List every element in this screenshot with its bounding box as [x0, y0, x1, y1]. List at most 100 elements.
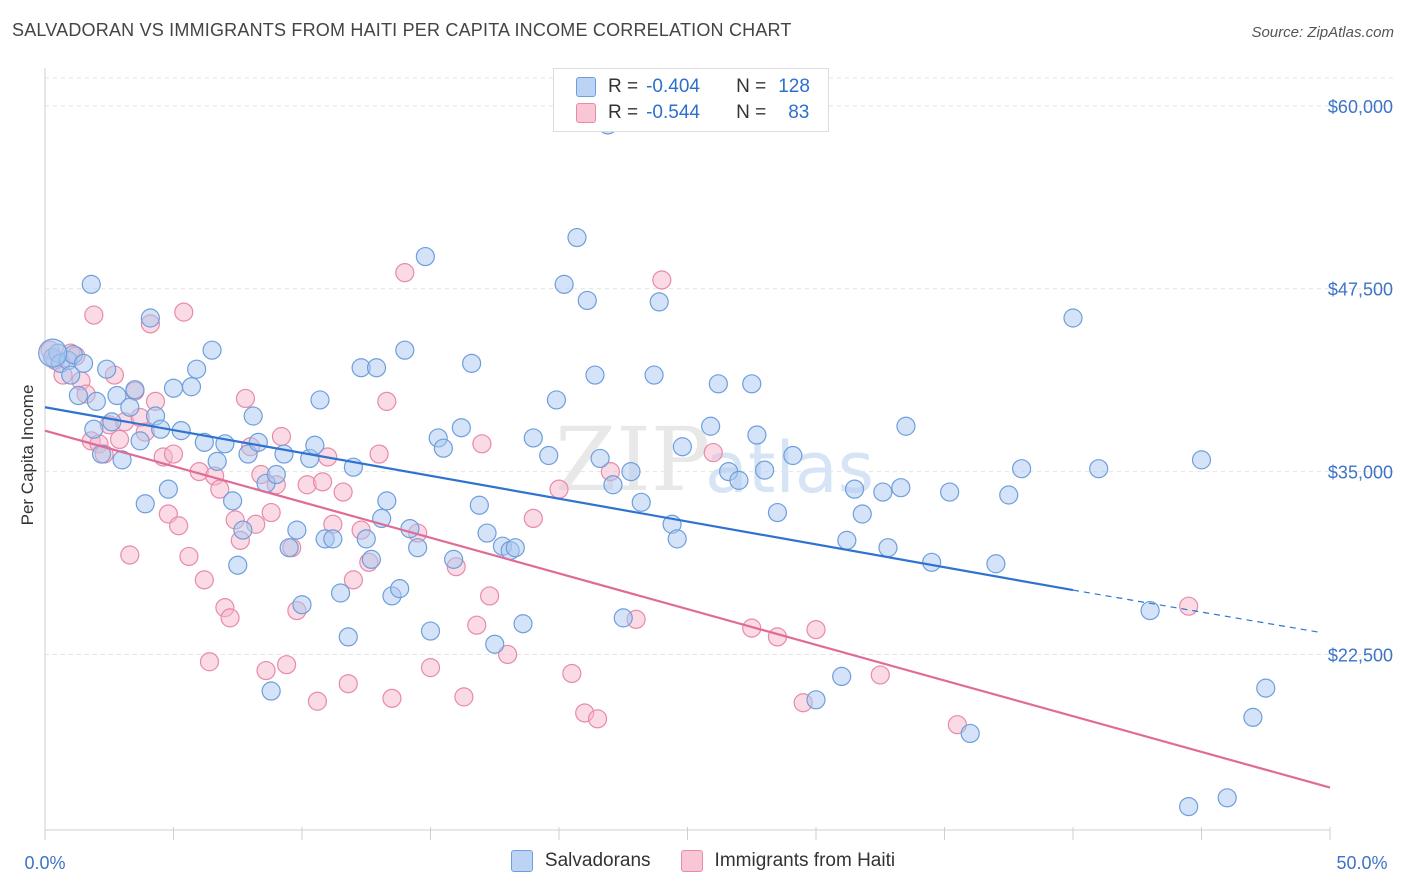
salvadoran-point [539, 445, 559, 466]
haiti-point [523, 508, 543, 529]
haiti-point [276, 655, 297, 675]
salvadoran-point [485, 634, 505, 654]
series-salvadorans-points [38, 115, 1276, 817]
legend-n-value: 128 [778, 76, 810, 97]
salvadoran-point [279, 538, 299, 558]
salvadoran-point [102, 412, 122, 432]
salvadoran-point [130, 431, 150, 451]
salvadoran-point [806, 690, 826, 710]
salvadoran-point [323, 529, 343, 549]
salvadoran-point [742, 374, 762, 394]
salvadoran-point [194, 432, 214, 452]
haiti-point [194, 570, 214, 590]
haiti-point [109, 429, 130, 450]
haiti-point [395, 263, 415, 283]
salvadoran-point [603, 475, 623, 495]
salvadoran-point [433, 438, 453, 458]
salvadoran-point [287, 520, 307, 540]
haiti-point [467, 615, 487, 635]
axis-labels: $22,500 $35,000 $47,500 $60,000 0.0% 50.0% Per… [18, 97, 1393, 873]
salvadoran-point [125, 380, 145, 400]
salvadoran-point [305, 435, 325, 455]
haiti-point [120, 545, 140, 565]
salvadoran-point [1089, 459, 1109, 479]
haiti-point [562, 663, 582, 684]
salvadoran-point [395, 340, 415, 360]
salvadoran-point [1011, 459, 1032, 479]
haiti-point [472, 434, 492, 454]
haiti-point [163, 444, 184, 464]
haiti-point [382, 688, 402, 708]
salvadoran-point [667, 529, 687, 549]
salvadoran-point [310, 390, 330, 410]
legend-r-label: R = [608, 76, 639, 97]
salvadoran-point [1243, 707, 1263, 727]
haiti-point [220, 608, 240, 628]
salvadoran-point [878, 538, 898, 558]
salvadoran-point [38, 338, 68, 368]
salvadoran-point [832, 666, 852, 687]
salvadoran-point [400, 519, 420, 539]
salvadoran-point [469, 495, 489, 515]
salvadoran-point [577, 290, 597, 311]
salvadoran-point [158, 479, 178, 499]
legend-item-salvadorans[interactable]: Salvadorans [510, 850, 651, 872]
haiti-point [498, 644, 518, 665]
y-tick-label: $35,000 [1328, 463, 1393, 483]
salvadoran-point [228, 555, 248, 575]
salvadoran-point [248, 432, 268, 452]
haiti-point [454, 687, 474, 707]
salvadoran-point [68, 385, 89, 406]
salvadoran-point [631, 492, 651, 512]
haiti-point [338, 674, 358, 694]
salvadoran-point [415, 246, 435, 267]
salvadoran-point [366, 358, 387, 378]
haiti-point [870, 665, 890, 685]
salvadoran-point [356, 529, 376, 549]
salvadoran-point [223, 491, 243, 511]
salvadoran-point [873, 482, 893, 502]
series-legend: Salvadorans Immigrants from Haiti [0, 850, 1406, 872]
salvadoran-point [585, 365, 605, 385]
y-tick-label: $22,500 [1328, 645, 1393, 665]
legend-swatch-blue [510, 850, 533, 872]
salvadoran-point [81, 274, 101, 294]
salvadoran-point [1217, 788, 1237, 808]
salvadoran-point [837, 530, 857, 550]
legend-row-salvadorans: R = -0.404 N = 128 [576, 75, 810, 99]
trend-lines [44, 406, 1331, 789]
haiti-point [742, 618, 762, 638]
salvadoran-point [754, 460, 775, 480]
salvadoran-point [233, 520, 253, 540]
y-tick-label: $60,000 [1328, 97, 1393, 117]
salvadoran-point [444, 549, 464, 569]
watermark: ZIP atlas [555, 408, 874, 511]
salvadoran-point [891, 478, 911, 498]
salvadoran-point [420, 621, 441, 641]
salvadoran-point [451, 418, 471, 438]
legend-swatch-pink [576, 103, 596, 123]
haiti-point [261, 502, 281, 523]
salvadoran-point [613, 608, 633, 628]
haiti-point [256, 660, 276, 681]
watermark-zip: ZIP [555, 408, 710, 511]
haiti-point [420, 658, 441, 678]
legend-label: Salvadorans [544, 850, 651, 871]
salvadoran-point [590, 448, 610, 469]
salvadoran-point [729, 470, 749, 490]
legend-row-haiti: R = -0.544 N = 83 [576, 101, 809, 125]
source-label: Source: ZipAtlas.com [1251, 24, 1394, 41]
salvadoran-point [708, 374, 728, 394]
salvadoran-point [97, 359, 117, 379]
haiti-point [480, 586, 500, 606]
haiti-point [343, 570, 363, 590]
salvadoran-point [940, 482, 960, 502]
salvadoran-point [107, 385, 127, 406]
chart-title: SALVADORAN VS IMMIGRANTS FROM HAITI PER … [12, 20, 792, 40]
legend-n-label: N = [736, 102, 767, 123]
legend-item-haiti[interactable]: Immigrants from Haiti [680, 850, 895, 872]
salvadoran-point [86, 391, 107, 411]
legend-swatch-blue [576, 77, 596, 97]
haiti-point [312, 472, 333, 492]
